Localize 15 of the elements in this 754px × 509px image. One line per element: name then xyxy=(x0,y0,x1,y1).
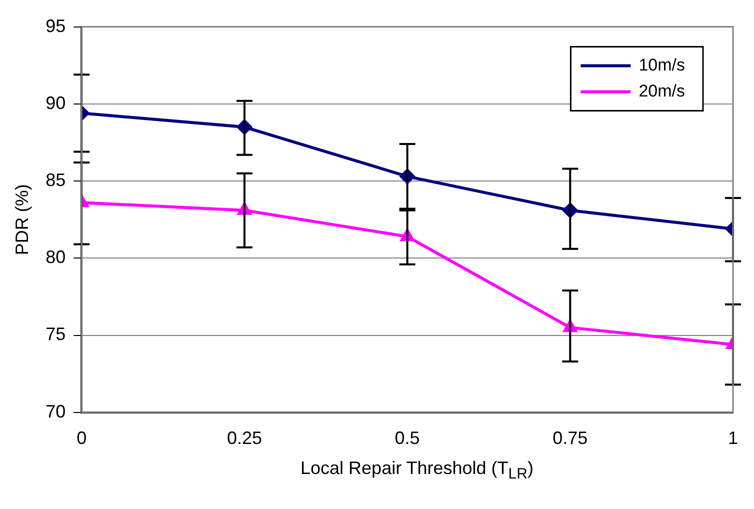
legend-label: 10m/s xyxy=(638,55,685,74)
x-tick-label: 0.5 xyxy=(394,428,420,448)
y-tick-label: 85 xyxy=(46,170,66,190)
y-tick-label: 75 xyxy=(46,324,66,344)
legend-label: 20m/s xyxy=(638,81,685,100)
y-axis-title: PDR (%) xyxy=(12,184,32,256)
x-tick-label: 1 xyxy=(728,428,738,448)
y-tick-label: 80 xyxy=(46,247,66,268)
x-tick-label: 0 xyxy=(76,428,87,448)
y-tick-label: 90 xyxy=(46,92,66,113)
x-tick-label: 0.25 xyxy=(226,428,262,448)
y-tick-label: 95 xyxy=(46,16,66,36)
x-axis-title: Local Repair Threshold (T$_{LR}$) xyxy=(300,458,534,483)
x-tick-label: 0.75 xyxy=(552,428,588,448)
y-tick-label: 70 xyxy=(46,401,66,422)
